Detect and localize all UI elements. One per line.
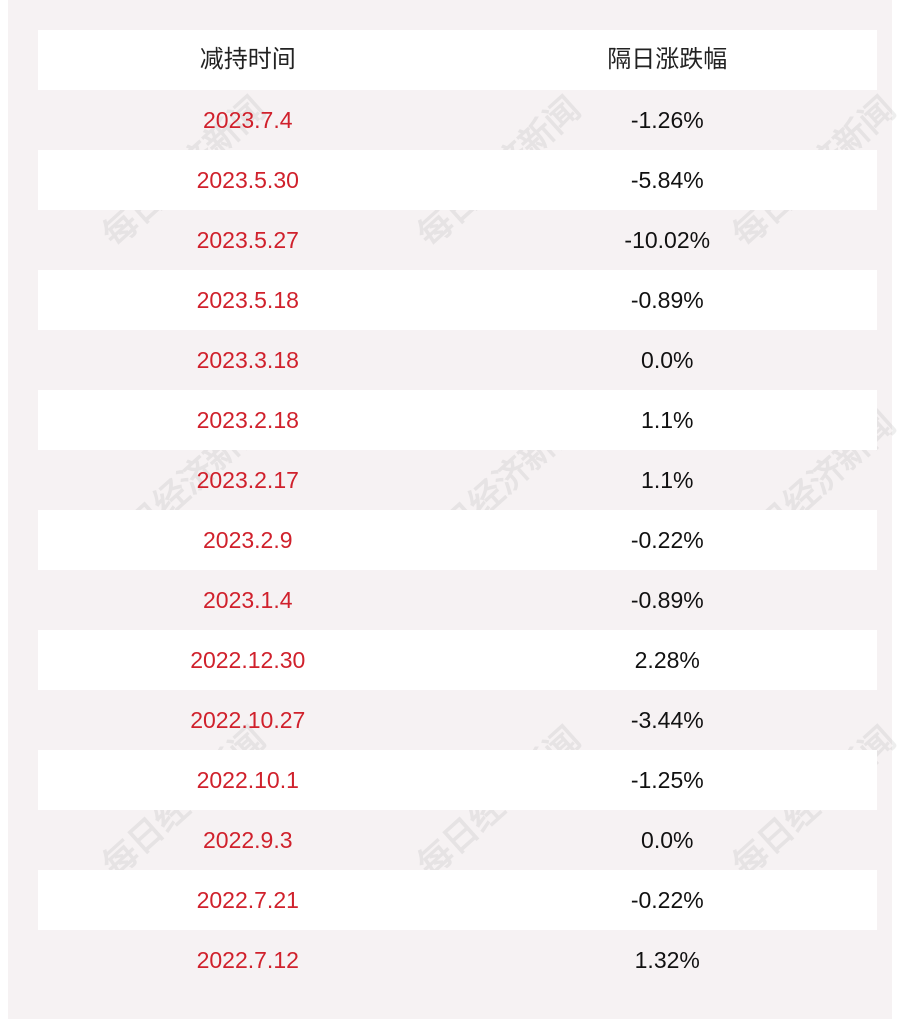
date-cell: 2023.5.30 bbox=[196, 167, 299, 193]
change-cell: -0.89% bbox=[630, 587, 704, 613]
date-cell: 2023.7.4 bbox=[202, 107, 293, 133]
change-cell: 2.28% bbox=[634, 647, 700, 673]
table-row: 2022.9.3 0.0% bbox=[38, 810, 877, 870]
table-row: 2023.5.18 -0.89% bbox=[38, 270, 877, 330]
date-cell: 2023.2.18 bbox=[196, 407, 299, 433]
date-cell: 2023.5.18 bbox=[196, 287, 299, 313]
table-row: 2023.5.27 -10.02% bbox=[38, 210, 877, 270]
table-row: 2022.7.12 1.32% bbox=[38, 930, 877, 990]
change-cell: 0.0% bbox=[641, 347, 694, 373]
date-cell: 2022.10.1 bbox=[196, 767, 299, 793]
change-cell: -0.89% bbox=[630, 287, 704, 313]
date-cell: 2022.7.21 bbox=[196, 887, 299, 913]
date-cell: 2023.5.27 bbox=[196, 227, 299, 253]
table-header-row: 减持时间 隔日涨跌幅 bbox=[38, 30, 877, 90]
table-row: 2023.5.30 -5.84% bbox=[38, 150, 877, 210]
table-row: 2022.10.1 -1.25% bbox=[38, 750, 877, 810]
change-cell: 1.1% bbox=[641, 407, 694, 433]
data-table: 减持时间 隔日涨跌幅 2023.7.4 -1.26% 2023.5.30 -5.84%… bbox=[38, 30, 877, 990]
table-row: 2023.2.18 1.1% bbox=[38, 390, 877, 450]
table-row: 2023.1.4 -0.89% bbox=[38, 570, 877, 630]
change-cell: 1.1% bbox=[641, 467, 694, 493]
date-cell: 2023.2.9 bbox=[202, 527, 293, 553]
table-row: 2022.12.30 2.28% bbox=[38, 630, 877, 690]
date-cell: 2023.2.17 bbox=[196, 467, 299, 493]
date-cell: 2022.9.3 bbox=[202, 827, 293, 853]
change-cell: -1.25% bbox=[630, 767, 704, 793]
change-cell: -0.22% bbox=[630, 527, 704, 553]
table-row: 2022.10.27 -3.44% bbox=[38, 690, 877, 750]
date-cell: 2023.3.18 bbox=[196, 347, 299, 373]
table-row: 2022.7.21 -0.22% bbox=[38, 870, 877, 930]
change-cell: 1.32% bbox=[634, 947, 700, 973]
table-row: 2023.7.4 -1.26% bbox=[38, 90, 877, 150]
change-cell: 0.0% bbox=[641, 827, 694, 853]
change-cell: -3.44% bbox=[630, 707, 704, 733]
header-date: 减持时间 bbox=[199, 46, 296, 73]
change-cell: -5.84% bbox=[630, 167, 704, 193]
date-cell: 2022.7.12 bbox=[196, 947, 299, 973]
table-row: 2023.3.18 0.0% bbox=[38, 330, 877, 390]
date-cell: 2022.10.27 bbox=[190, 707, 306, 733]
header-change: 隔日涨跌幅 bbox=[607, 46, 728, 73]
change-cell: -10.02% bbox=[624, 227, 711, 253]
change-cell: -0.22% bbox=[630, 887, 704, 913]
date-cell: 2022.12.30 bbox=[190, 647, 306, 673]
date-cell: 2023.1.4 bbox=[202, 587, 293, 613]
change-cell: -1.26% bbox=[630, 107, 704, 133]
table-row: 2023.2.17 1.1% bbox=[38, 450, 877, 510]
table-row: 2023.2.9 -0.22% bbox=[38, 510, 877, 570]
